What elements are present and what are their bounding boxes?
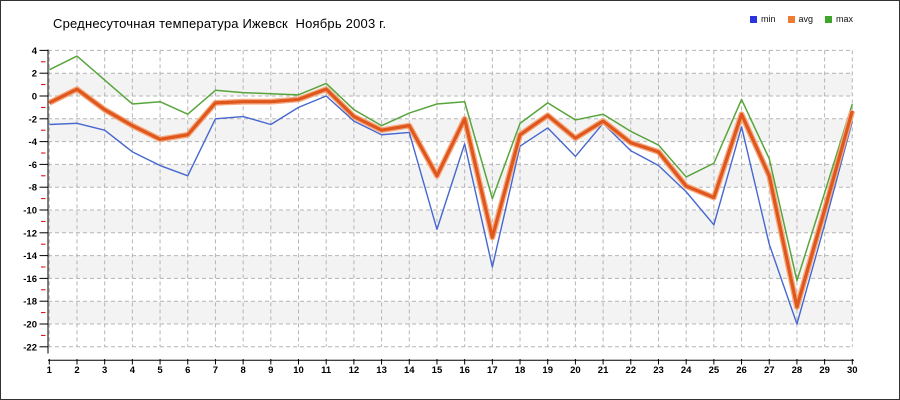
- svg-text:13: 13: [376, 365, 387, 376]
- svg-text:1: 1: [47, 365, 53, 376]
- svg-text:-10: -10: [23, 206, 37, 217]
- svg-text:-16: -16: [23, 274, 37, 285]
- legend-label-min: min: [761, 14, 776, 24]
- legend-swatch-max-icon: [825, 16, 833, 23]
- svg-text:27: 27: [764, 365, 775, 376]
- svg-text:-6: -6: [29, 160, 37, 171]
- legend-label-avg: avg: [798, 14, 814, 24]
- svg-text:19: 19: [542, 365, 553, 376]
- svg-text:-20: -20: [23, 320, 37, 331]
- max-line: [48, 55, 854, 282]
- svg-text:9: 9: [268, 365, 273, 376]
- svg-text:12: 12: [349, 365, 360, 376]
- svg-text:14: 14: [404, 365, 415, 376]
- svg-text:2: 2: [32, 69, 37, 80]
- legend-item-max: max: [825, 15, 853, 24]
- legend-swatch-min-icon: [750, 16, 757, 23]
- plot-bands: [48, 73, 852, 324]
- svg-text:11: 11: [321, 365, 332, 376]
- svg-text:20: 20: [570, 365, 581, 376]
- svg-text:22: 22: [626, 365, 637, 376]
- legend-swatch-avg-icon: [787, 16, 795, 23]
- svg-text:7: 7: [213, 365, 218, 376]
- svg-text:4: 4: [130, 365, 136, 376]
- svg-text:16: 16: [459, 365, 470, 376]
- svg-text:-12: -12: [23, 228, 37, 239]
- svg-text:-8: -8: [29, 183, 37, 194]
- svg-text:21: 21: [598, 365, 609, 376]
- svg-text:-18: -18: [23, 297, 37, 308]
- svg-text:26: 26: [736, 365, 747, 376]
- legend-label-max: max: [836, 14, 854, 24]
- svg-text:2: 2: [74, 365, 79, 376]
- svg-text:17: 17: [487, 365, 498, 376]
- svg-text:8: 8: [240, 365, 245, 376]
- avg-line: [48, 87, 854, 309]
- svg-text:30: 30: [847, 365, 858, 376]
- svg-text:-22: -22: [23, 342, 37, 353]
- x-axis: 1 2 3 4 5 6 7 8 9 10 11 12 13 14 15 16 17 18 19 20 21 22 23 24 2…: [47, 359, 858, 376]
- svg-text:25: 25: [709, 365, 720, 376]
- svg-text:4: 4: [32, 46, 38, 57]
- svg-text:-14: -14: [23, 251, 37, 262]
- svg-text:10: 10: [293, 365, 304, 376]
- gridlines: [48, 49, 853, 348]
- y-axis: 4 2 0 -2 -4 -6 -8 -10 -12 -14 -16 -18 -20 -22: [23, 46, 49, 354]
- svg-text:-2: -2: [29, 114, 37, 125]
- svg-text:29: 29: [819, 365, 830, 376]
- svg-text:3: 3: [102, 365, 107, 376]
- legend-item-min: min: [750, 15, 776, 24]
- legend-item-avg: avg: [787, 14, 814, 24]
- svg-text:15: 15: [432, 365, 443, 376]
- svg-text:23: 23: [653, 365, 664, 376]
- legend: min avg max: [750, 15, 853, 24]
- svg-text:0: 0: [32, 92, 37, 103]
- svg-text:6: 6: [185, 365, 190, 376]
- min-line: [49, 95, 853, 325]
- svg-text:5: 5: [157, 365, 163, 376]
- svg-text:28: 28: [792, 365, 803, 376]
- svg-text:24: 24: [681, 365, 692, 376]
- svg-text:-4: -4: [29, 137, 38, 148]
- svg-text:18: 18: [515, 365, 526, 376]
- chart-title: Среднесуточная температура Ижевск Ноябрь…: [53, 16, 387, 31]
